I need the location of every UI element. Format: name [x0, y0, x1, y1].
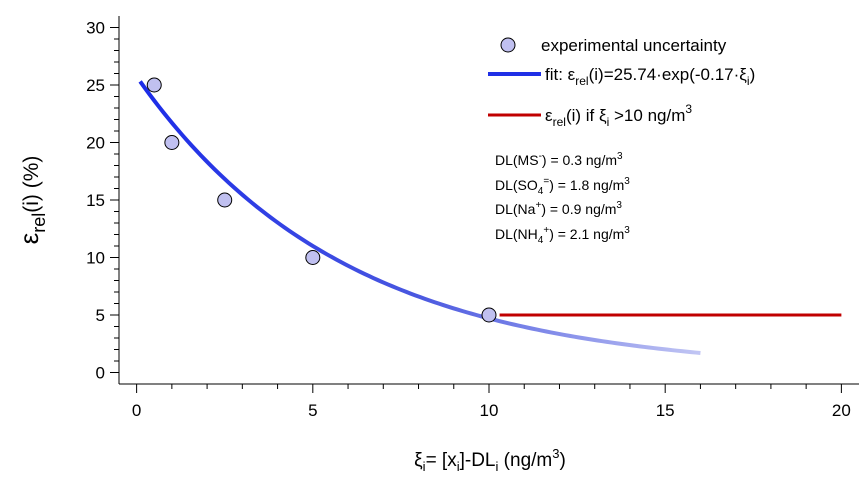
- y-tick-label: 5: [96, 306, 105, 325]
- x-tick-label: 20: [832, 401, 851, 420]
- legend: experimental uncertainty fit: εrel(i)=25…: [488, 36, 755, 129]
- y-tick-label: 30: [86, 19, 105, 38]
- x-tick-label: 10: [480, 401, 499, 420]
- dl-so4-text: DL(SO4=) = 1.8 ng/m3: [495, 176, 630, 197]
- legend-label-experimental: experimental uncertainty: [541, 36, 727, 55]
- x-tick-label: 0: [132, 401, 141, 420]
- dl-ms-text: DL(MS-) = 0.3 ng/m3: [495, 151, 623, 168]
- legend-label-fit: fit: εrel(i)=25.74·exp(-0.17·ξi): [545, 65, 755, 88]
- y-tick-label: 0: [96, 364, 105, 383]
- data-point: [481, 307, 497, 323]
- data-point: [146, 77, 162, 93]
- data-point: [164, 135, 180, 150]
- x-tick-label: 5: [308, 401, 317, 420]
- ticks: [110, 27, 842, 393]
- y-tick-label: 20: [86, 134, 105, 153]
- legend-marker-experimental: [500, 37, 516, 53]
- dl-na-text: DL(Na+) = 0.9 ng/m3: [495, 200, 622, 217]
- y-tick-label: 25: [86, 76, 105, 95]
- x-tick-label: 15: [656, 401, 675, 420]
- tick-labels: 0 5 10 15 20 0 5 10 15 20 25 30: [86, 19, 851, 421]
- x-axis-title: ξi= [xi]-DLi (ng/m3): [414, 446, 566, 474]
- data-point: [217, 192, 233, 208]
- data-point: [305, 250, 321, 265]
- fit-curve: [138, 80, 701, 355]
- series-layer: [138, 77, 842, 355]
- dl-annotations: DL(MS-) = 0.3 ng/m3 DL(SO4=) = 1.8 ng/m3…: [495, 151, 630, 246]
- y-axis-title: εrel(i) (%): [14, 156, 49, 245]
- y-tick-label: 10: [86, 249, 105, 268]
- dl-nh4-text: DL(NH4+) = 2.1 ng/m3: [495, 225, 630, 246]
- y-tick-label: 15: [86, 191, 105, 210]
- legend-label-constant: εrel(i) if ξi >10 ng/m3: [545, 102, 692, 129]
